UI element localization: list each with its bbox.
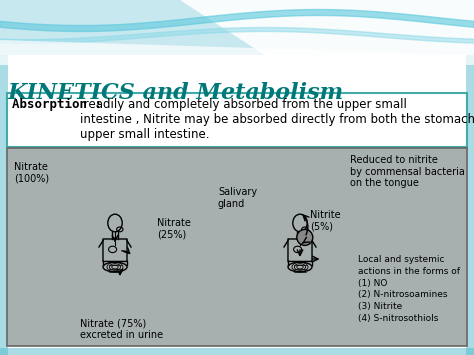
Text: Nitrate (75%)
excreted in urine: Nitrate (75%) excreted in urine — [80, 318, 163, 340]
Bar — [0, 55, 474, 355]
Text: readily and completely absorbed from the upper small
intestine , Nitrite may be : readily and completely absorbed from the… — [80, 98, 474, 141]
Text: Absorption :: Absorption : — [12, 98, 102, 111]
Text: Nitrite
(5%): Nitrite (5%) — [310, 210, 341, 231]
Text: Nitrate
(100%): Nitrate (100%) — [14, 162, 49, 184]
Polygon shape — [180, 0, 474, 65]
FancyBboxPatch shape — [7, 93, 467, 147]
Text: Local and systemic
actions in the forms of
(1) NO
(2) N-nitrosoamines
(3) Nitrit: Local and systemic actions in the forms … — [358, 255, 460, 323]
Text: Nitrate
(25%): Nitrate (25%) — [157, 218, 191, 240]
Text: Reduced to nitrite
by commensal bacteria
on the tongue: Reduced to nitrite by commensal bacteria… — [350, 155, 465, 188]
Bar — [466, 55, 474, 355]
FancyBboxPatch shape — [7, 148, 467, 346]
Text: Salivary
gland: Salivary gland — [218, 187, 257, 209]
Bar — [0, 0, 474, 65]
Bar — [0, 55, 8, 355]
Text: KINETICS and Metabolism: KINETICS and Metabolism — [8, 82, 344, 104]
Circle shape — [297, 229, 313, 245]
Polygon shape — [0, 40, 474, 65]
Bar — [0, 348, 474, 355]
